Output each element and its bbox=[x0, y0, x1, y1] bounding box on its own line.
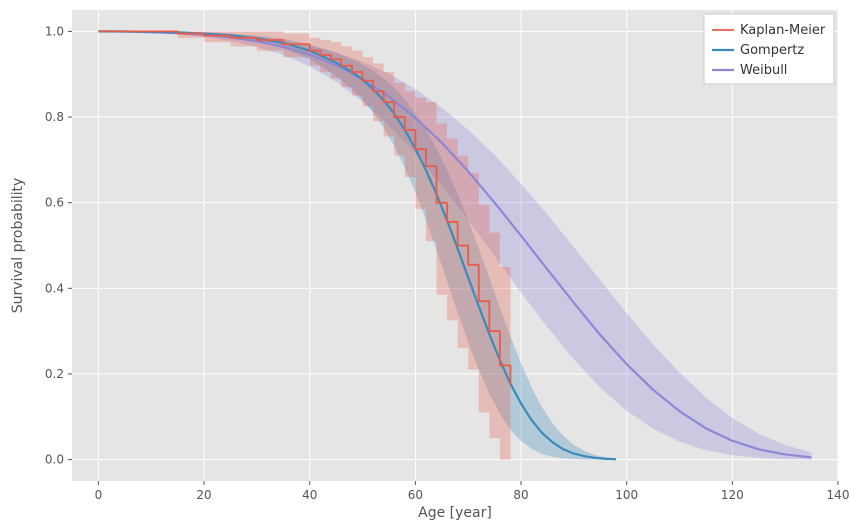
x-tick-label: 0 bbox=[95, 488, 103, 502]
x-tick-label: 100 bbox=[615, 488, 638, 502]
x-tick-label: 20 bbox=[196, 488, 211, 502]
x-tick-label: 140 bbox=[827, 488, 850, 502]
legend: Kaplan-Meier Gompertz Weibull bbox=[704, 14, 834, 84]
chart-svg: 0 20 40 60 80 100 120 140 0.0 0.2 0.4 0.6 0.8 1.0 Age … bbox=[0, 0, 850, 529]
x-tick-label: 60 bbox=[408, 488, 423, 502]
survival-chart: 0 20 40 60 80 100 120 140 0.0 0.2 0.4 0.6 0.8 1.0 Age … bbox=[0, 0, 850, 529]
x-tick-label: 40 bbox=[302, 488, 317, 502]
y-tick-label: 1.0 bbox=[45, 24, 64, 38]
y-tick-label: 0.0 bbox=[45, 453, 64, 467]
legend-label-km: Kaplan-Meier bbox=[740, 23, 826, 38]
x-tick-label: 80 bbox=[513, 488, 528, 502]
legend-label-weibull: Weibull bbox=[740, 63, 787, 78]
y-tick-label: 0.8 bbox=[45, 110, 64, 124]
x-tick-label: 120 bbox=[721, 488, 744, 502]
y-tick-label: 0.2 bbox=[45, 367, 64, 381]
y-tick-label: 0.6 bbox=[45, 196, 64, 210]
x-axis-label: Age [year] bbox=[418, 505, 492, 521]
y-axis-label: Survival probability bbox=[10, 178, 26, 314]
legend-label-gompertz: Gompertz bbox=[740, 43, 804, 58]
y-tick-label: 0.4 bbox=[45, 281, 64, 295]
